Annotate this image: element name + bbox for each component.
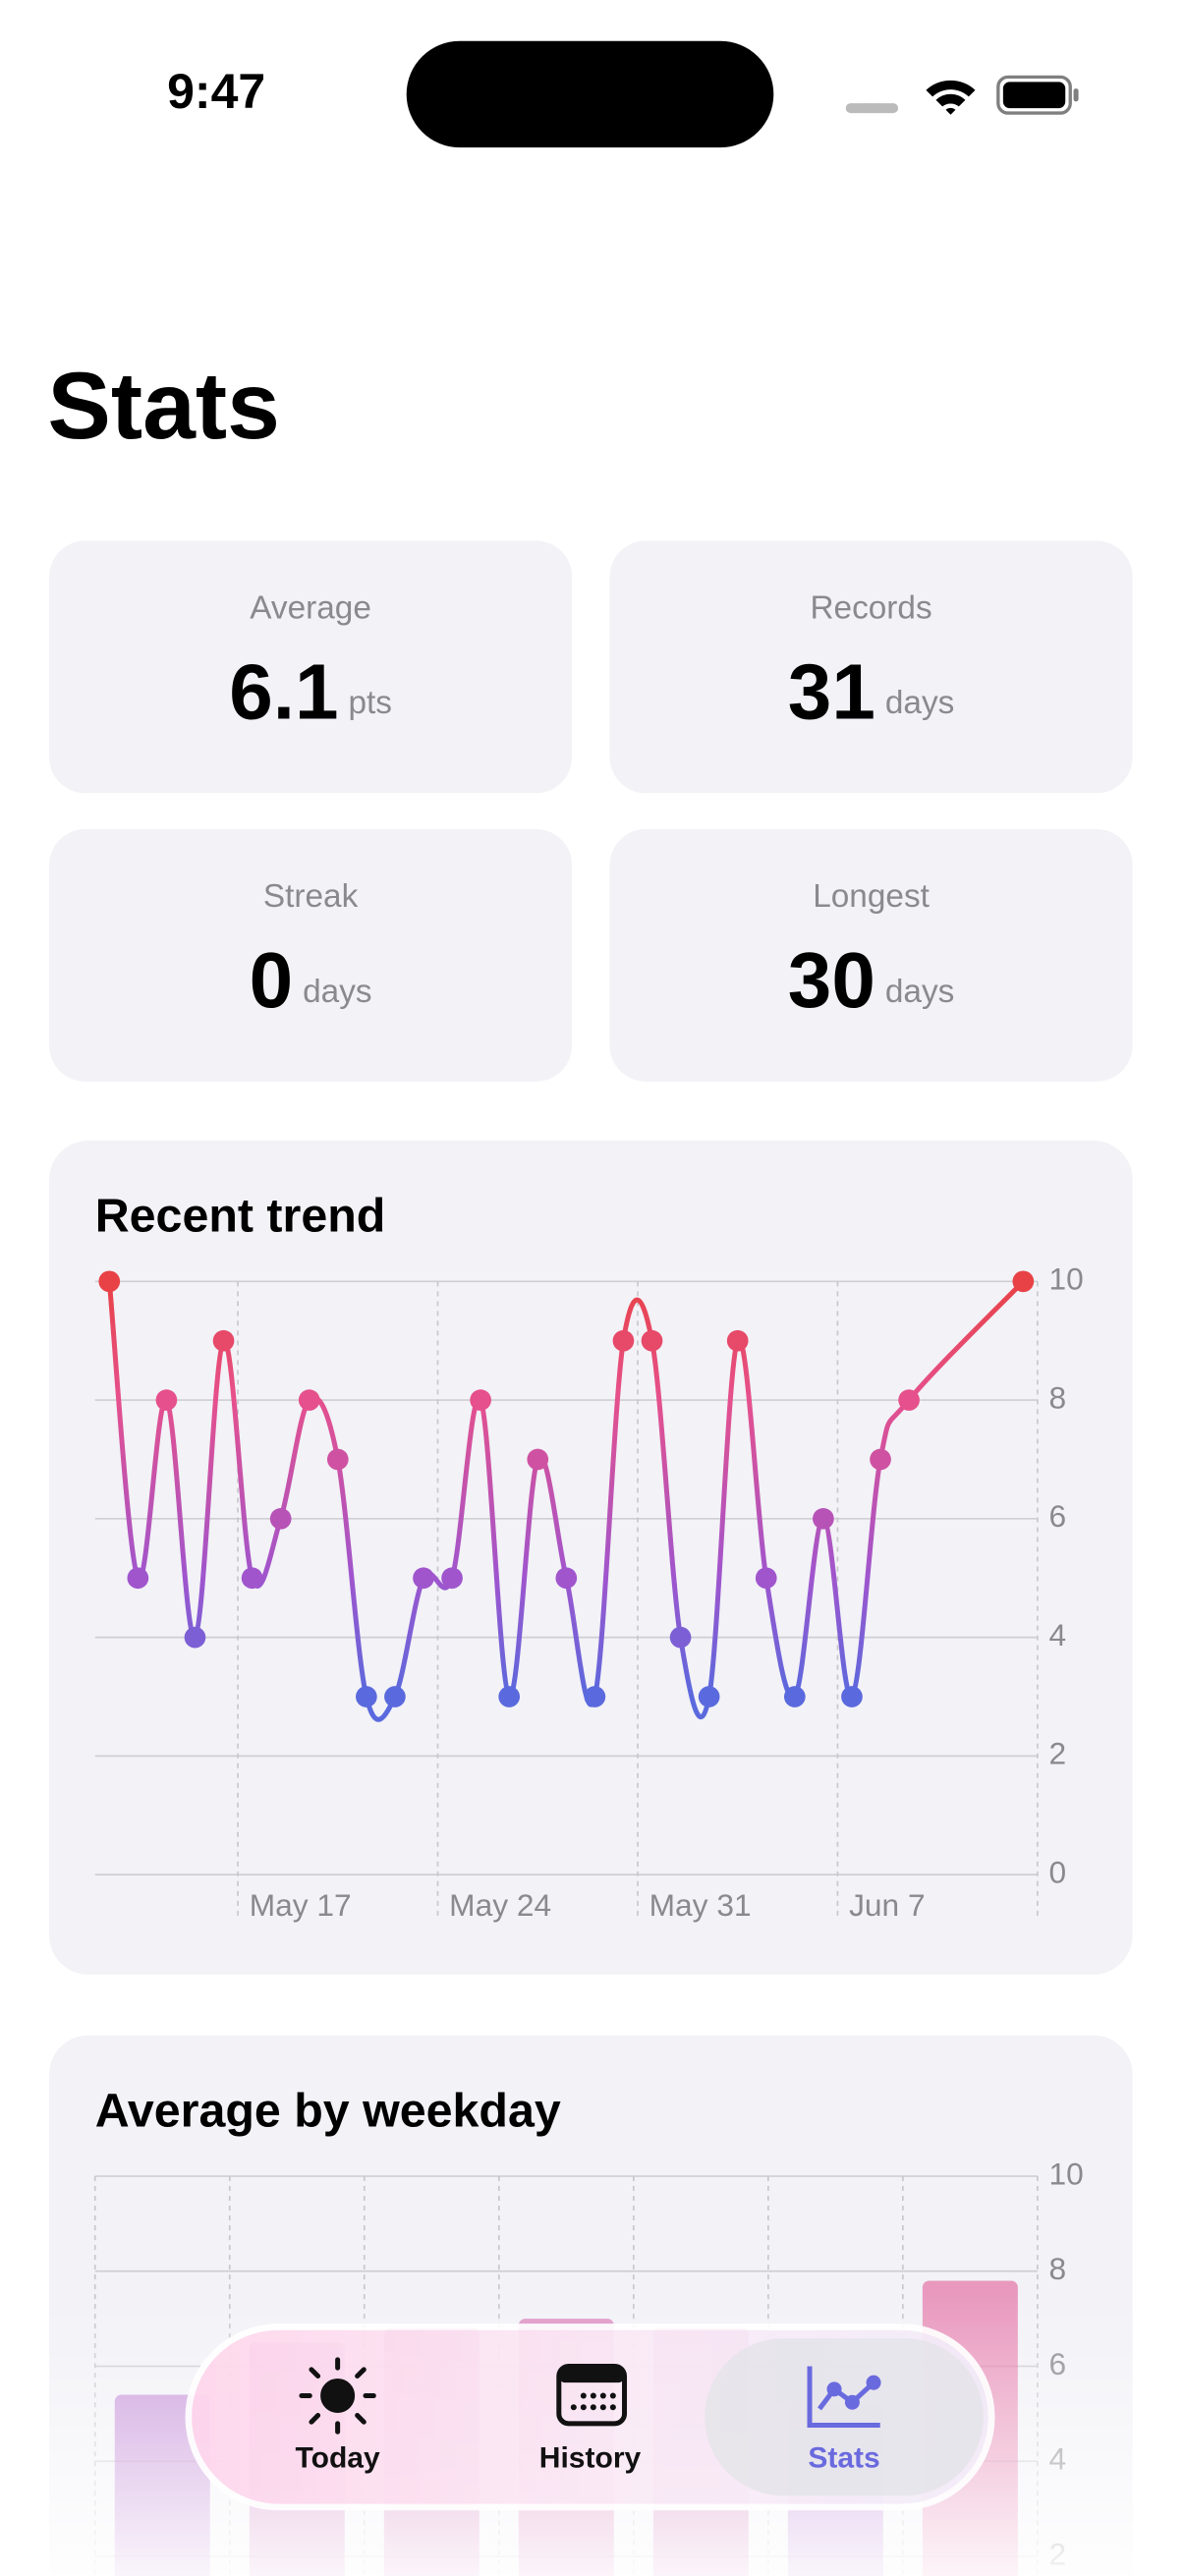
y-tick-label: 2 <box>1049 1736 1067 1771</box>
trend-point <box>1012 1270 1035 1293</box>
stat-label: Longest <box>813 878 930 915</box>
trend-point <box>698 1686 720 1708</box>
x-tick-label: May 24 <box>449 1887 551 1923</box>
trend-point <box>870 1448 891 1471</box>
trend-point <box>470 1389 491 1411</box>
trend-chart: 0 2 4 6 8 10 May 17 May 24 May 31 Jun 7 <box>94 1261 1084 1923</box>
stat-card <box>609 828 1133 1082</box>
trend-point <box>584 1686 606 1708</box>
trend-point <box>269 1508 292 1530</box>
trend-point <box>98 1270 121 1293</box>
y-tick-label: 10 <box>1049 2156 1084 2191</box>
wifi-icon <box>926 80 976 115</box>
trend-point <box>898 1389 920 1411</box>
y-tick-label: 8 <box>1049 2251 1067 2286</box>
trend-title: Recent trend <box>95 1190 386 1243</box>
x-tick-label: May 31 <box>649 1887 752 1923</box>
stat-label: Streak <box>263 878 359 915</box>
trend-point <box>726 1329 749 1352</box>
trend-point <box>212 1329 235 1352</box>
trend-point <box>755 1567 777 1590</box>
trend-card <box>49 1140 1133 1975</box>
stat-card <box>609 540 1133 794</box>
stat-label: Records <box>810 589 931 626</box>
trend-point <box>813 1508 834 1530</box>
tab-bar: Today History Stats <box>185 2324 995 2511</box>
stat-value: 31 <box>788 648 875 736</box>
trend-point <box>384 1686 406 1708</box>
trend-point <box>555 1567 578 1590</box>
stat-value-group: 6.1 pts <box>229 648 392 736</box>
trend-point <box>298 1389 320 1411</box>
trend-point <box>356 1686 377 1708</box>
stat-value: 6.1 <box>229 648 338 736</box>
y-tick-label: 8 <box>1049 1379 1067 1415</box>
dynamic-island <box>406 40 774 148</box>
tab-label: Stats <box>808 2442 879 2475</box>
stat-value-group: 30 days <box>788 936 954 1024</box>
trend-point <box>326 1448 349 1471</box>
sun-icon <box>299 2357 376 2435</box>
y-tick-label: 6 <box>1049 1498 1067 1534</box>
battery-icon <box>996 75 1079 115</box>
stat-value-group: 0 days <box>250 936 372 1024</box>
y-tick-label: 0 <box>1049 1854 1067 1889</box>
trend-point <box>155 1389 178 1411</box>
signal-icon <box>845 103 899 114</box>
stat-unit: days <box>885 974 954 1010</box>
tab-history[interactable]: History <box>539 2364 642 2475</box>
status-time: 9:47 <box>167 64 265 119</box>
x-tick-label: May 17 <box>250 1887 352 1923</box>
trend-point <box>184 1626 206 1649</box>
stat-unit: days <box>303 974 371 1010</box>
stat-unit: days <box>885 685 954 721</box>
trend-point <box>612 1329 635 1352</box>
calendar-icon <box>556 2364 628 2427</box>
trend-point <box>127 1567 149 1590</box>
x-tick-label: Jun 7 <box>849 1887 926 1923</box>
stat-value: 30 <box>788 936 875 1024</box>
tab-stats[interactable]: Stats <box>807 2366 881 2475</box>
stat-unit: pts <box>348 685 391 721</box>
stat-value-group: 31 days <box>788 648 954 736</box>
tab-selected-bg <box>705 2338 984 2496</box>
trend-point <box>413 1567 434 1590</box>
weekday-title: Average by weekday <box>95 2084 561 2137</box>
trend-point <box>441 1567 463 1590</box>
trend-point <box>669 1626 692 1649</box>
page-title: Stats <box>47 352 280 459</box>
trend-point <box>527 1448 549 1471</box>
trend-point <box>498 1686 521 1708</box>
y-tick-label: 10 <box>1049 1261 1084 1297</box>
chart-icon <box>807 2366 881 2429</box>
trend-point <box>841 1686 863 1708</box>
tab-label: History <box>539 2442 642 2475</box>
tab-label: Today <box>296 2442 380 2475</box>
stat-card <box>49 540 573 794</box>
stat-card <box>49 828 573 1082</box>
stat-label: Average <box>250 589 371 626</box>
tab-today[interactable]: Today <box>296 2357 380 2475</box>
trend-point <box>783 1686 806 1708</box>
trend-point <box>641 1329 663 1352</box>
y-tick-label: 4 <box>1049 1617 1067 1652</box>
stat-value: 0 <box>250 936 294 1024</box>
trend-point <box>241 1567 263 1590</box>
